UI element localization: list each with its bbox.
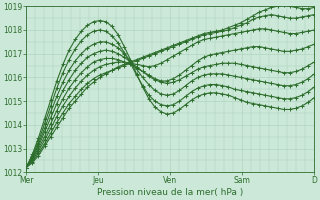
X-axis label: Pression niveau de la mer( hPa ): Pression niveau de la mer( hPa )	[97, 188, 244, 197]
